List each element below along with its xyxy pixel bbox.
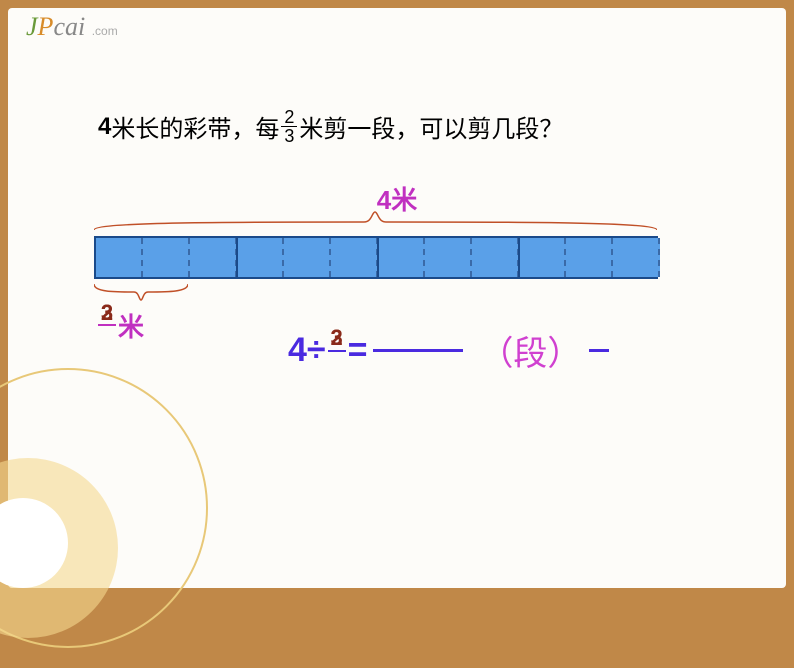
bar-cell [472, 238, 519, 277]
question-prefix: 4 [98, 113, 111, 141]
eq-unit: （段） [479, 326, 581, 375]
bar-cell [566, 238, 613, 277]
equation: 4÷ 2 3 3 = （段） [288, 326, 609, 375]
bar-cell [613, 238, 660, 277]
eq-blank [373, 349, 463, 352]
bar-cell [519, 238, 566, 277]
brand-domain: .com [92, 24, 118, 38]
decorative-circles [0, 368, 228, 668]
seg-suffix: 米 [118, 307, 144, 344]
bar-cell [96, 238, 143, 277]
bar-cell [237, 238, 284, 277]
bar-cell [331, 238, 378, 277]
eq-overlay: 3 [330, 327, 342, 349]
segment-fraction: 2 3 3 [98, 302, 116, 348]
eq-left: 4÷ [288, 331, 326, 370]
seg-overlay: 3 [101, 302, 113, 324]
segment-label: 2 3 3 米 [98, 302, 144, 348]
bar-cell [425, 238, 472, 277]
brace-top [94, 210, 657, 230]
slide: JPcai .com 4米长的彩带，每 2 3 米剪一段，可以剪几段？ 4 米 2… [8, 8, 786, 588]
bar-cell [378, 238, 425, 277]
bar-cell [190, 238, 237, 277]
eq-frac-line [328, 350, 346, 352]
question-t2: 米剪一段，可以剪几段？ [299, 109, 563, 144]
eq-fraction: 2 3 3 [328, 327, 346, 375]
frac-den: 3 [281, 127, 297, 145]
eq-mid: = [348, 331, 368, 370]
bar-cell [143, 238, 190, 277]
eq-trail [589, 349, 609, 352]
bar-major-tick [236, 238, 238, 277]
watermark: JPcai .com [26, 12, 118, 42]
brand-p: P [38, 12, 54, 41]
brand-j: J [26, 12, 38, 41]
question-t1: 米长的彩带，每 [111, 109, 279, 144]
frac-num: 2 [281, 108, 297, 127]
bar-major-tick [518, 238, 520, 277]
bar-cell [284, 238, 331, 277]
question-text: 4米长的彩带，每 2 3 米剪一段，可以剪几段？ [98, 108, 563, 145]
brand-rest: cai [53, 12, 85, 41]
question-fraction: 2 3 [281, 108, 297, 145]
bar-major-tick [377, 238, 379, 277]
ribbon-bar [94, 236, 658, 279]
